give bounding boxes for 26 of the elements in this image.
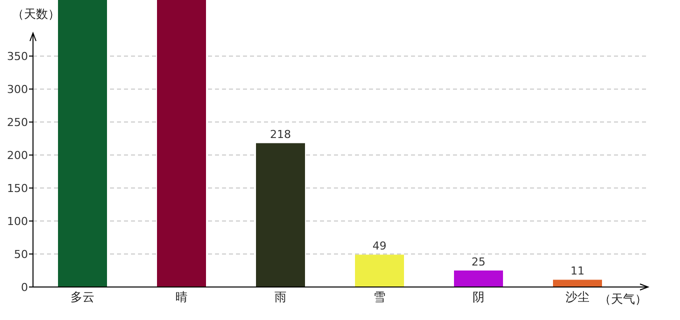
y-axis-title: （天数）	[12, 7, 60, 21]
x-tick-label: 雪	[374, 290, 386, 304]
bar	[454, 270, 503, 287]
y-tick-label: 100	[7, 214, 28, 228]
x-tick-label: 沙尘	[566, 290, 590, 304]
bar	[552, 280, 602, 287]
x-axis-title: （天气）	[599, 292, 647, 306]
y-tick-label: 350	[7, 50, 28, 63]
y-tick-label: 0	[21, 280, 28, 294]
y-tick-label: 250	[7, 116, 28, 129]
x-tick-label: 晴	[176, 290, 188, 304]
bar	[156, 0, 206, 287]
x-tick-label: 雨	[274, 290, 286, 304]
y-tick-label: 200	[7, 148, 28, 162]
data-label: 49	[372, 240, 386, 253]
bar	[354, 254, 404, 287]
bar	[256, 143, 305, 287]
data-label: 25	[472, 256, 486, 269]
y-tick-label: 150	[7, 182, 28, 195]
y-tick-label: 50	[14, 248, 28, 261]
bar	[58, 0, 108, 287]
data-label: 11	[570, 264, 584, 278]
x-tick-label: 多云	[70, 290, 94, 304]
data-label: 218	[270, 128, 291, 142]
y-tick-label: 300	[7, 82, 28, 96]
x-tick-label: 阴	[472, 290, 484, 304]
